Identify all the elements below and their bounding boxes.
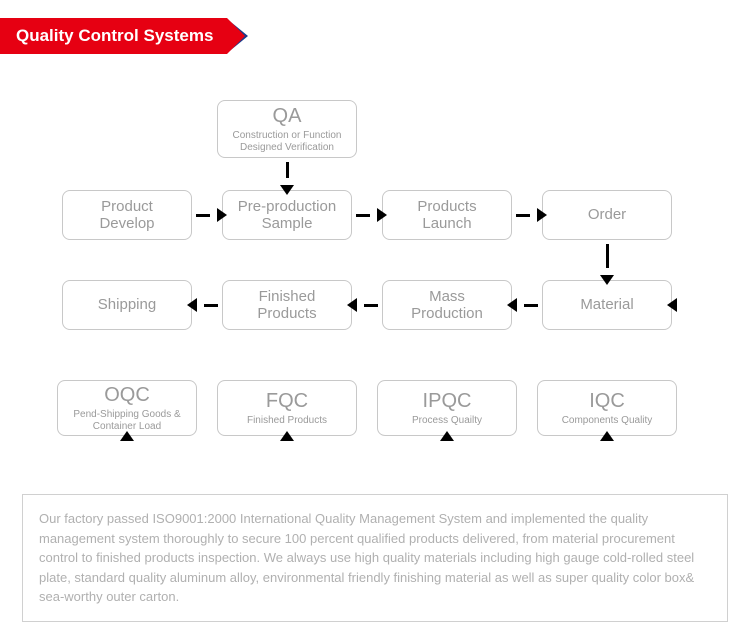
node-title: FQC [266, 390, 308, 413]
flowchart: QAConstruction or Function Designed Veri… [0, 90, 750, 480]
node-ipqc: IPQC Process Quailty [377, 380, 517, 436]
node-launch: ProductsLaunch [382, 190, 512, 240]
node-title: Material [580, 296, 633, 313]
arrow-icon [667, 298, 677, 312]
arrow-line [516, 214, 530, 217]
node-title: Pre-productionSample [238, 198, 336, 233]
node-oqc: OQCPend-Shipping Goods & Container Load [57, 380, 197, 436]
arrow-icon [347, 298, 357, 312]
node-preprod: Pre-productionSample [222, 190, 352, 240]
node-title: ProductDevelop [99, 198, 154, 233]
node-title: FinishedProducts [257, 288, 316, 323]
arrow-icon [280, 431, 294, 441]
arrow-line [204, 304, 218, 307]
node-material: Material [542, 280, 672, 330]
arrow-line [524, 304, 538, 307]
node-subtitle: Components Quality [562, 415, 653, 427]
node-subtitle: Finished Products [247, 415, 327, 427]
node-shipping: Shipping [62, 280, 192, 330]
node-finished: FinishedProducts [222, 280, 352, 330]
arrow-line [606, 244, 609, 268]
node-title: QA [273, 105, 302, 128]
header: Quality Control Systems [0, 18, 248, 54]
node-iqc: IQC Components Quality [537, 380, 677, 436]
node-title: Order [588, 206, 626, 223]
node-develop: ProductDevelop [62, 190, 192, 240]
header-title: Quality Control Systems [0, 18, 227, 54]
arrow-icon [600, 431, 614, 441]
node-title: MassProduction [411, 288, 483, 323]
arrow-icon [280, 185, 294, 195]
node-title: OQC [104, 384, 150, 407]
node-subtitle: Construction or Function Designed Verifi… [224, 130, 350, 153]
node-subtitle: Process Quailty [412, 415, 482, 427]
arrow-icon [187, 298, 197, 312]
arrow-line [196, 214, 210, 217]
node-order: Order [542, 190, 672, 240]
node-qa: QAConstruction or Function Designed Veri… [217, 100, 357, 158]
arrow-icon [440, 431, 454, 441]
arrow-icon [537, 208, 547, 222]
arrow-icon [120, 431, 134, 441]
node-fqc: FQC Finished Products [217, 380, 357, 436]
arrow-icon [217, 208, 227, 222]
node-title: IPQC [423, 390, 472, 413]
arrow-line [364, 304, 378, 307]
arrow-icon [377, 208, 387, 222]
arrow-line [356, 214, 370, 217]
node-massprod: MassProduction [382, 280, 512, 330]
arrow-icon [507, 298, 517, 312]
node-title: IQC [589, 390, 625, 413]
arrow-line [286, 162, 289, 178]
node-title: Shipping [98, 296, 156, 313]
node-title: ProductsLaunch [417, 198, 476, 233]
arrow-icon [600, 275, 614, 285]
footer-description: Our factory passed ISO9001:2000 Internat… [22, 494, 728, 622]
node-subtitle: Pend-Shipping Goods & Container Load [64, 409, 190, 432]
